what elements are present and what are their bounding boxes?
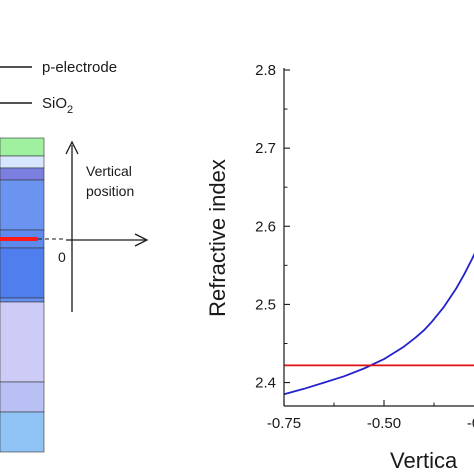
legend-label-sio2: SiO2 xyxy=(42,95,73,116)
origin-label: 0 xyxy=(58,249,66,265)
vertical-position-label-line1: Vertical xyxy=(86,163,132,179)
legend-label-sio2-base: SiO xyxy=(42,95,67,112)
refractive-index-chart: 2.4 2.5 2.6 2.7 2.8 -0.75 -0.50 -0.25 Refractiv… xyxy=(205,62,474,473)
y-tick-label: 2.7 xyxy=(255,140,276,157)
vertical-position-label-line2: position xyxy=(86,183,134,199)
layer-stack xyxy=(0,137,45,453)
vertical-position-axis: Vertical position 0 xyxy=(58,140,149,312)
x-tick-label: -0.25 xyxy=(467,415,474,432)
y-tick-label: 2.4 xyxy=(255,375,276,392)
layer-8 xyxy=(0,301,45,383)
layer-7 xyxy=(0,297,45,303)
series-layer xyxy=(283,252,474,396)
y-tick-label: 2.5 xyxy=(255,296,276,313)
layer-4 xyxy=(0,179,45,231)
horizontal-arrow-head-icon xyxy=(134,233,149,247)
x-tick-label: -0.75 xyxy=(267,415,301,432)
y-tick-label: 2.6 xyxy=(255,218,276,235)
series-line-1 xyxy=(283,252,474,396)
layer-3 xyxy=(0,167,45,181)
legend-p-electrode: p-electrode xyxy=(0,59,117,76)
legend-sio2: SiO2 xyxy=(0,95,73,116)
schematic-panel: p-electrode SiO2 Vertical position 0 xyxy=(0,59,149,453)
y-tick-label: 2.8 xyxy=(255,62,276,79)
x-axis-title: Vertica xyxy=(390,448,458,473)
layer-1 xyxy=(0,137,45,157)
x-tick-label: -0.50 xyxy=(367,415,401,432)
y-axis-title: Refractive index xyxy=(205,159,230,317)
axes-layer: 2.4 2.5 2.6 2.7 2.8 -0.75 -0.50 -0.25 xyxy=(255,62,474,432)
legend-label-sio2-subscript: 2 xyxy=(67,104,73,116)
series-line-2 xyxy=(284,364,474,367)
layer-9 xyxy=(0,381,45,413)
vertical-arrow-head-icon xyxy=(65,140,79,155)
layer-6 xyxy=(0,247,45,299)
legend-label-p-electrode: p-electrode xyxy=(42,59,117,76)
layer-2 xyxy=(0,155,45,169)
layer-10 xyxy=(0,411,45,453)
